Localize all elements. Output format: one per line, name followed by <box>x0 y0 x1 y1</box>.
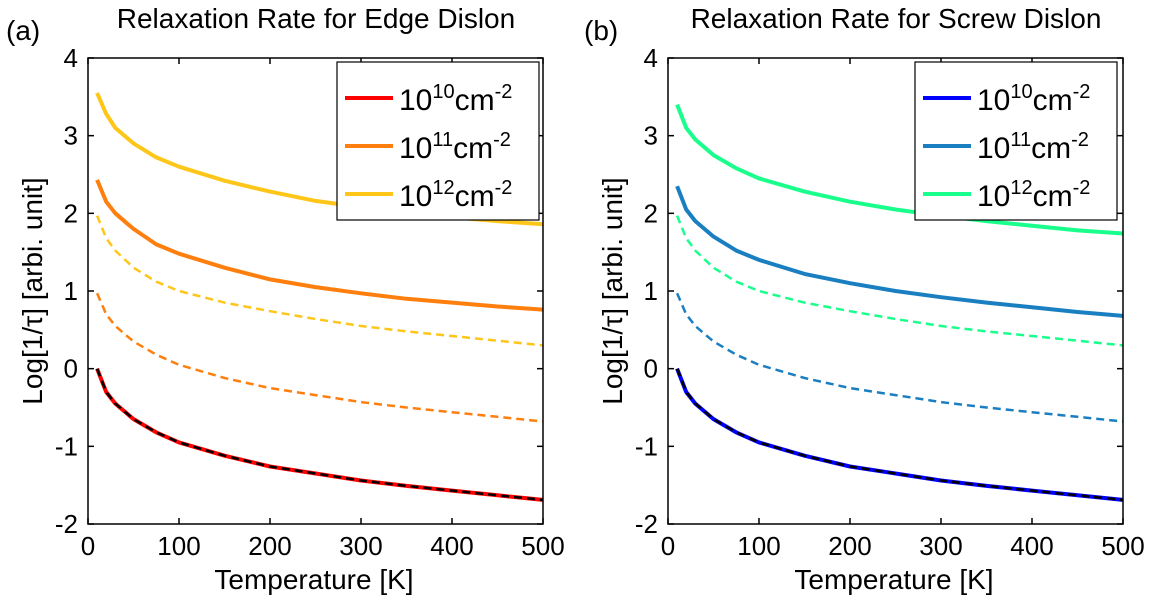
x-tick-label: 300 <box>339 531 382 561</box>
legend-entry: 1012cm-2 <box>399 177 512 213</box>
x-tick-label: 300 <box>919 531 962 561</box>
x-tick-label: 0 <box>661 531 675 561</box>
series-line-2 <box>675 185 1123 318</box>
y-tick-label: 0 <box>64 354 78 384</box>
chart-title: Relaxation Rate for Screw Dislon <box>691 3 1102 34</box>
y-tick-label: 4 <box>644 43 658 73</box>
x-tick-label: 500 <box>521 531 564 561</box>
y-tick-label: -1 <box>55 431 78 461</box>
y-tick-label: 1 <box>644 276 658 306</box>
series-line-4 <box>675 103 1123 236</box>
y-tick-label: 3 <box>644 121 658 151</box>
x-tick-label: 400 <box>430 531 473 561</box>
x-tick-label: 0 <box>81 531 95 561</box>
legend-entry: 1012cm-2 <box>977 177 1090 213</box>
series-line-3 <box>675 292 1123 423</box>
series-line-2 <box>95 179 543 312</box>
x-tick-label: 100 <box>737 531 780 561</box>
legend-entry: 1011cm-2 <box>977 129 1089 165</box>
panel-edge-dislocation: (a) Relaxation Rate for Edge Dislon Temp… <box>6 3 565 595</box>
legend-entry: 1010cm-2 <box>399 81 512 117</box>
y-tick-label: 3 <box>64 121 78 151</box>
panel-screw-dislocation: (b) Relaxation Rate for Screw Dislon Tem… <box>584 3 1145 595</box>
y-tick-label: -2 <box>635 509 658 539</box>
series-line-1 <box>675 368 1123 502</box>
y-axis-label: Log[1/τ] [arbi. unit] <box>17 177 48 404</box>
x-tick-label: 400 <box>1010 531 1053 561</box>
plot-area: 0 100 200 300 400 500 -2 -1 0 1 2 3 4 <box>635 43 1145 561</box>
x-tick-label: 200 <box>828 531 871 561</box>
y-tick-label: -1 <box>635 431 658 461</box>
legend-entry: 1011cm-2 <box>399 129 511 165</box>
panel-label: (b) <box>584 15 618 46</box>
series-line-1 <box>95 368 543 502</box>
legend: 1010cm-2 1011cm-2 1012cm-2 <box>336 61 540 221</box>
series-line-3 <box>95 292 543 423</box>
legend-entry: 1010cm-2 <box>977 81 1090 117</box>
x-axis-label: Temperature [K] <box>214 564 413 595</box>
y-axis-label: Log[1/τ] [arbi. unit] <box>597 177 628 404</box>
panel-label: (a) <box>6 15 40 46</box>
x-tick-label: 500 <box>1101 531 1144 561</box>
x-axis-label: Temperature [K] <box>794 564 993 595</box>
y-tick-label: 0 <box>644 354 658 384</box>
x-tick-label: 100 <box>157 531 200 561</box>
y-tick-label: 2 <box>64 198 78 228</box>
legend: 1010cm-2 1011cm-2 1012cm-2 <box>914 61 1118 221</box>
y-tick-label: 2 <box>644 198 658 228</box>
series-line-0 <box>95 367 543 502</box>
series-line-5 <box>95 215 543 347</box>
series-line-5 <box>675 215 1123 347</box>
y-tick-label: 1 <box>64 276 78 306</box>
series-line-0 <box>675 367 1123 502</box>
y-tick-label: -2 <box>55 509 78 539</box>
chart-title: Relaxation Rate for Edge Dislon <box>117 3 515 34</box>
x-tick-label: 200 <box>248 531 291 561</box>
y-tick-label: 4 <box>64 43 78 73</box>
